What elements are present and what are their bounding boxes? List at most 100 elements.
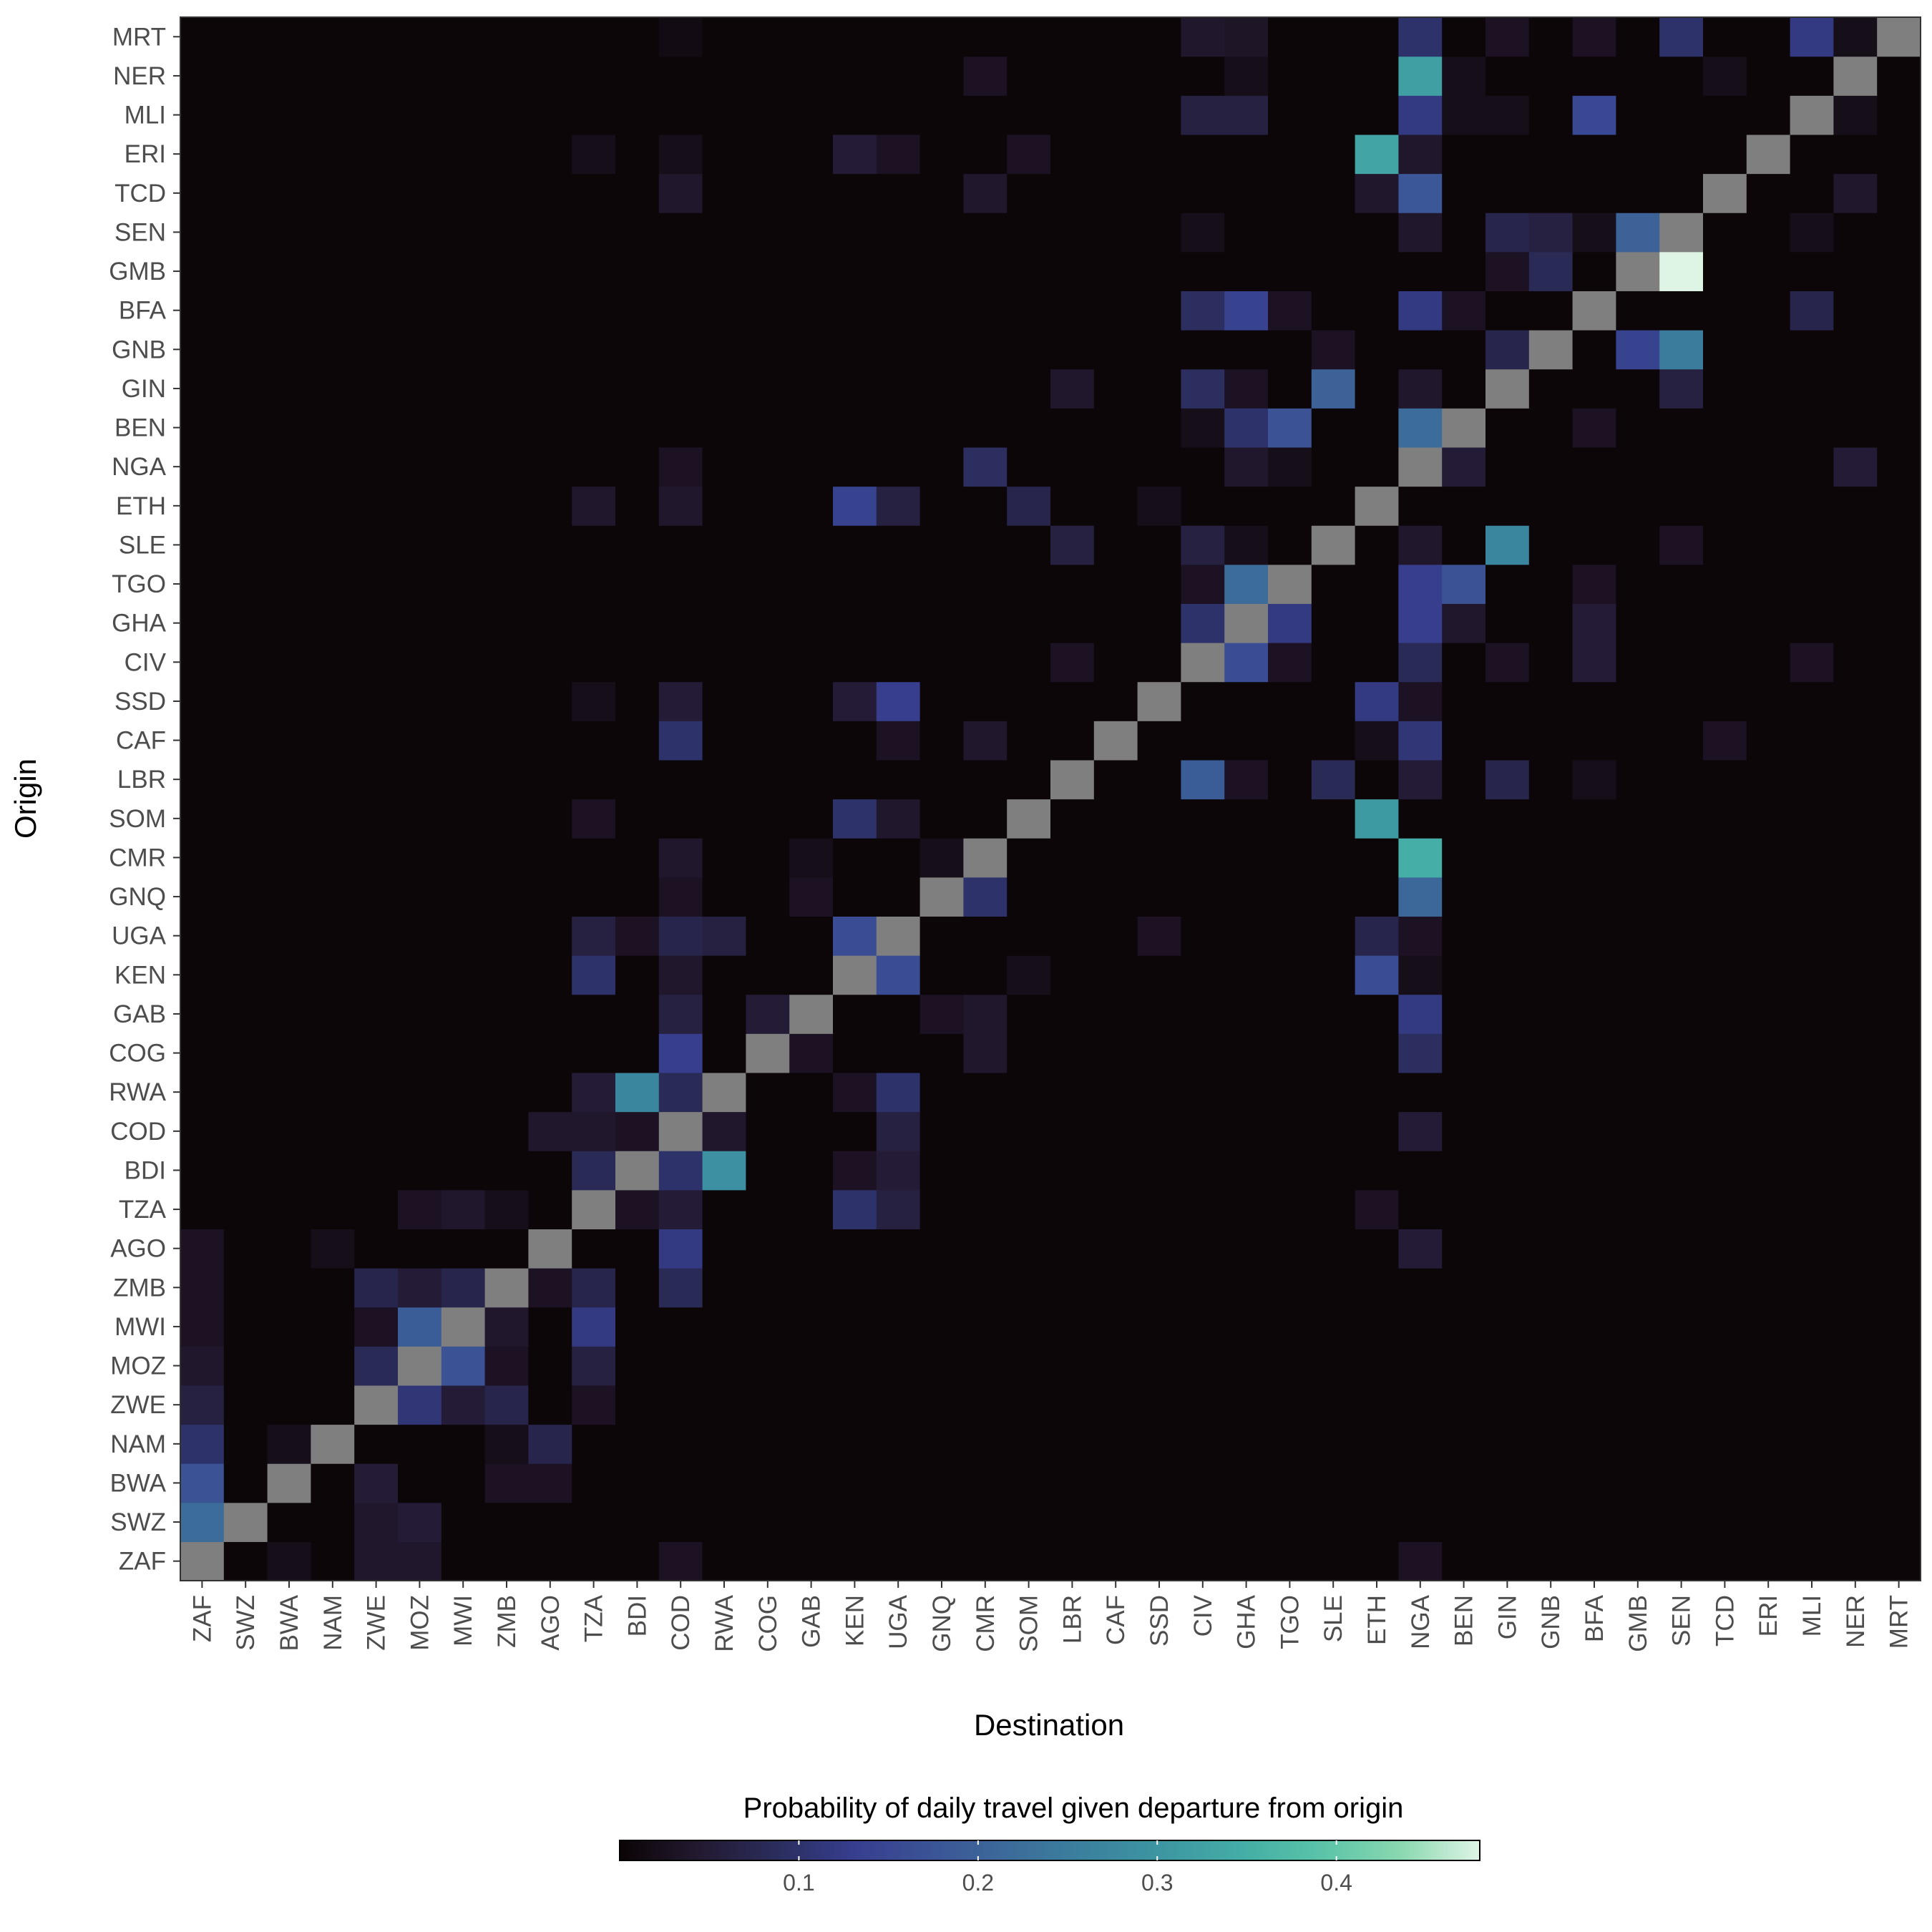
heatmap-cell-NGA-CIV xyxy=(1181,447,1225,487)
heatmap-cell-BFA-NGA xyxy=(1398,291,1443,331)
heatmap-cell-MRT-COG xyxy=(746,17,790,57)
heatmap-cell-SEN-MLI xyxy=(1790,213,1834,253)
heatmap-cell-RWA-TCD xyxy=(1703,1072,1747,1113)
heatmap-cell-COD-COG xyxy=(746,1111,790,1151)
heatmap-cell-ERI-ZAF xyxy=(180,134,225,175)
colorbar-legend: Probability of daily travel given depart… xyxy=(619,1792,1480,1896)
heatmap-cell-GNQ-GNQ xyxy=(919,877,964,917)
heatmap-cell-SOM-SSD xyxy=(1137,799,1181,839)
heatmap-cell-GNQ-SLE xyxy=(1311,877,1356,917)
heatmap-cell-TCD-ZWE xyxy=(354,173,399,213)
heatmap-cell-COD-CIV xyxy=(1181,1111,1225,1151)
heatmap-cell-BEN-CIV xyxy=(1181,408,1225,448)
heatmap-cell-RWA-ETH xyxy=(1355,1072,1399,1113)
heatmap-cell-LBR-COD xyxy=(658,759,703,800)
heatmap-cell-TGO-MWI xyxy=(441,564,486,604)
heatmap-cell-SWZ-GIN xyxy=(1485,1502,1530,1542)
heatmap-cell-KEN-TCD xyxy=(1703,955,1747,995)
heatmap-cell-GNB-ZAF xyxy=(180,330,225,370)
heatmap-cell-MLI-GIN xyxy=(1485,95,1530,135)
heatmap-cell-ERI-ETH xyxy=(1355,134,1399,175)
heatmap-cell-TCD-RWA xyxy=(702,173,746,213)
y-tick-label: SLE xyxy=(119,531,166,559)
heatmap-cell-SWZ-ETH xyxy=(1355,1502,1399,1542)
heatmap-cell-CIV-SEN xyxy=(1659,643,1704,683)
heatmap-cell-BWA-LBR xyxy=(1050,1463,1095,1503)
heatmap-cell-MOZ-COD xyxy=(658,1346,703,1386)
heatmap-cell-MRT-GHA xyxy=(1224,17,1269,57)
heatmap-cell-GNQ-LBR xyxy=(1050,877,1095,917)
heatmap-cell-AGO-NAM xyxy=(311,1229,355,1269)
heatmap-cell-GNB-CIV xyxy=(1181,330,1225,370)
heatmap-cell-SWZ-TZA xyxy=(572,1502,616,1542)
heatmap-cell-SWZ-NGA xyxy=(1398,1502,1443,1542)
heatmap-cell-LBR-BWA xyxy=(267,759,311,800)
heatmap-cell-ERI-GAB xyxy=(789,134,834,175)
heatmap-cell-BWA-UGA xyxy=(876,1463,921,1503)
heatmap-cell-CMR-MWI xyxy=(441,838,486,878)
heatmap-cell-LBR-TCD xyxy=(1703,759,1747,800)
heatmap-cell-GMB-GIN xyxy=(1485,251,1530,291)
heatmap-cell-SWZ-GNB xyxy=(1528,1502,1574,1542)
heatmap-cell-CIV-MRT xyxy=(1877,643,1921,683)
heatmap-cell-ZAF-COD xyxy=(658,1541,703,1581)
heatmap-cell-NAM-LBR xyxy=(1050,1424,1095,1464)
heatmap-cell-TGO-CAF xyxy=(1093,564,1138,604)
heatmap-cell-GAB-COG xyxy=(746,994,790,1034)
heatmap-cell-NGA-ERI xyxy=(1746,447,1791,487)
heatmap-cell-BWA-ERI xyxy=(1746,1463,1791,1503)
heatmap-cell-BDI-SLE xyxy=(1311,1151,1356,1191)
heatmap-cell-AGO-CAF xyxy=(1093,1229,1138,1269)
x-tick-label: GNQ xyxy=(928,1595,956,1652)
heatmap-cell-BFA-GIN xyxy=(1485,291,1530,331)
heatmap-cell-ZWE-NER xyxy=(1833,1385,1878,1425)
heatmap-cell-KEN-MOZ xyxy=(398,955,442,995)
heatmap-cell-ZAF-SLE xyxy=(1311,1541,1356,1581)
heatmap-cell-TZA-BDI xyxy=(615,1189,660,1229)
heatmap-cell-GAB-AGO xyxy=(528,994,572,1034)
heatmap-cell-CIV-TCD xyxy=(1703,643,1747,683)
heatmap-cell-GIN-UGA xyxy=(876,369,921,409)
heatmap-cell-COG-COD xyxy=(658,1033,703,1073)
heatmap-cell-BDI-GAB xyxy=(789,1151,834,1191)
heatmap-cell-GMB-MOZ xyxy=(398,251,442,291)
heatmap-cell-BEN-SSD xyxy=(1137,408,1181,448)
heatmap-cell-SSD-RWA xyxy=(702,681,746,721)
heatmap-cell-ZAF-GHA xyxy=(1224,1541,1269,1581)
heatmap-cell-COG-NAM xyxy=(311,1033,355,1073)
heatmap-cell-COD-MRT xyxy=(1877,1111,1921,1151)
heatmap-cell-GMB-RWA xyxy=(702,251,746,291)
heatmap-cell-SSD-COD xyxy=(658,681,703,721)
heatmap-cell-TCD-SSD xyxy=(1137,173,1181,213)
heatmap-cell-NAM-TGO xyxy=(1268,1424,1312,1464)
heatmap-cell-ZMB-GIN xyxy=(1485,1268,1530,1308)
heatmap-cell-GHA-CMR xyxy=(963,603,1008,643)
heatmap-cell-NAM-KEN xyxy=(833,1424,877,1464)
heatmap-cell-GAB-SWZ xyxy=(223,994,268,1034)
heatmap-cell-TGO-ETH xyxy=(1355,564,1399,604)
heatmap-cell-NGA-MOZ xyxy=(398,447,442,487)
heatmap-cell-ERI-TGO xyxy=(1268,134,1312,175)
heatmap-cell-MRT-MRT xyxy=(1877,17,1921,57)
heatmap-cell-LBR-ETH xyxy=(1355,759,1399,800)
heatmap-cell-GHA-SLE xyxy=(1311,603,1356,643)
heatmap-cell-COD-MWI xyxy=(441,1111,486,1151)
heatmap-cell-MWI-SOM xyxy=(1007,1307,1051,1347)
heatmap-cell-SLE-GNB xyxy=(1528,525,1574,565)
heatmap-cell-GNQ-NER xyxy=(1833,877,1878,917)
heatmap-cell-BFA-NAM xyxy=(311,291,355,331)
heatmap-cell-GIN-COG xyxy=(746,369,790,409)
heatmap-cell-AGO-ZAF xyxy=(180,1229,225,1269)
heatmap-cell-COG-GHA xyxy=(1224,1033,1269,1073)
heatmap-cell-TGO-CMR xyxy=(963,564,1008,604)
heatmap-cell-KEN-NGA xyxy=(1398,955,1443,995)
heatmap-cell-ETH-GAB xyxy=(789,486,834,526)
heatmap-cell-CMR-SOM xyxy=(1007,838,1051,878)
heatmap-cell-GNQ-MRT xyxy=(1877,877,1921,917)
heatmap-cell-MOZ-GNQ xyxy=(919,1346,964,1386)
heatmap-cell-SEN-AGO xyxy=(528,213,572,253)
heatmap-cell-TGO-NER xyxy=(1833,564,1878,604)
y-tick-label: BFA xyxy=(119,297,167,325)
heatmap-cell-GHA-GIN xyxy=(1485,603,1530,643)
heatmap-cell-UGA-MWI xyxy=(441,916,486,956)
